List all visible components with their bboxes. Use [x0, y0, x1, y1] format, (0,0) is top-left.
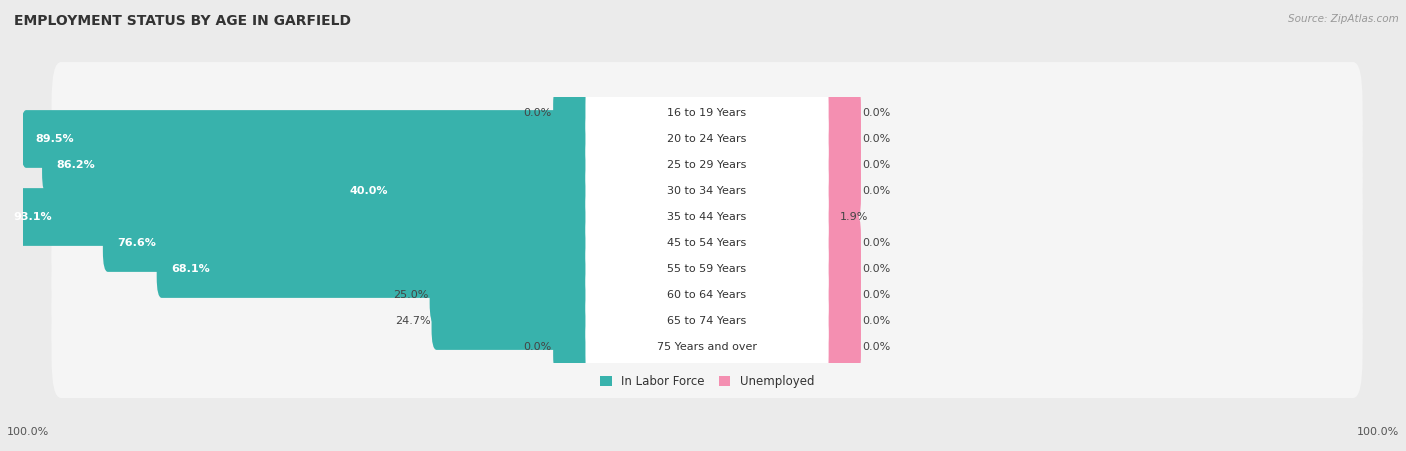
- Text: 76.6%: 76.6%: [118, 238, 156, 248]
- FancyBboxPatch shape: [585, 230, 828, 308]
- Text: 0.0%: 0.0%: [862, 316, 890, 326]
- FancyBboxPatch shape: [815, 266, 860, 324]
- FancyBboxPatch shape: [585, 203, 828, 283]
- FancyBboxPatch shape: [553, 318, 598, 376]
- FancyBboxPatch shape: [815, 318, 860, 376]
- Text: 0.0%: 0.0%: [862, 264, 890, 274]
- Text: 65 to 74 Years: 65 to 74 Years: [668, 316, 747, 326]
- FancyBboxPatch shape: [52, 88, 1362, 190]
- Text: 16 to 19 Years: 16 to 19 Years: [668, 108, 747, 118]
- FancyBboxPatch shape: [52, 166, 1362, 268]
- FancyBboxPatch shape: [585, 177, 828, 257]
- FancyBboxPatch shape: [0, 188, 598, 246]
- Text: 25 to 29 Years: 25 to 29 Years: [668, 160, 747, 170]
- FancyBboxPatch shape: [815, 110, 860, 168]
- FancyBboxPatch shape: [815, 188, 838, 246]
- Legend: In Labor Force, Unemployed: In Labor Force, Unemployed: [596, 371, 818, 391]
- FancyBboxPatch shape: [585, 281, 828, 361]
- FancyBboxPatch shape: [42, 136, 598, 194]
- Text: 100.0%: 100.0%: [1357, 428, 1399, 437]
- Text: 55 to 59 Years: 55 to 59 Years: [668, 264, 747, 274]
- FancyBboxPatch shape: [815, 162, 860, 220]
- FancyBboxPatch shape: [585, 74, 828, 152]
- FancyBboxPatch shape: [815, 214, 860, 272]
- Text: 45 to 54 Years: 45 to 54 Years: [668, 238, 747, 248]
- Text: 24.7%: 24.7%: [395, 316, 430, 326]
- FancyBboxPatch shape: [432, 292, 598, 350]
- Text: 0.0%: 0.0%: [862, 290, 890, 300]
- FancyBboxPatch shape: [52, 114, 1362, 216]
- Text: 60 to 64 Years: 60 to 64 Years: [668, 290, 747, 300]
- FancyBboxPatch shape: [335, 162, 598, 220]
- FancyBboxPatch shape: [815, 136, 860, 194]
- FancyBboxPatch shape: [52, 192, 1362, 294]
- FancyBboxPatch shape: [156, 240, 598, 298]
- Text: 93.1%: 93.1%: [13, 212, 52, 222]
- Text: Source: ZipAtlas.com: Source: ZipAtlas.com: [1288, 14, 1399, 23]
- FancyBboxPatch shape: [585, 125, 828, 205]
- FancyBboxPatch shape: [52, 218, 1362, 320]
- Text: 75 Years and over: 75 Years and over: [657, 342, 756, 352]
- Text: 35 to 44 Years: 35 to 44 Years: [668, 212, 747, 222]
- FancyBboxPatch shape: [52, 62, 1362, 164]
- FancyBboxPatch shape: [585, 308, 828, 387]
- Text: EMPLOYMENT STATUS BY AGE IN GARFIELD: EMPLOYMENT STATUS BY AGE IN GARFIELD: [14, 14, 352, 28]
- Text: 0.0%: 0.0%: [862, 134, 890, 144]
- Text: 1.9%: 1.9%: [839, 212, 868, 222]
- Text: 20 to 24 Years: 20 to 24 Years: [668, 134, 747, 144]
- Text: 0.0%: 0.0%: [523, 108, 553, 118]
- FancyBboxPatch shape: [553, 84, 598, 142]
- Text: 89.5%: 89.5%: [35, 134, 75, 144]
- FancyBboxPatch shape: [585, 152, 828, 230]
- FancyBboxPatch shape: [815, 84, 860, 142]
- FancyBboxPatch shape: [585, 255, 828, 335]
- Text: 0.0%: 0.0%: [862, 186, 890, 196]
- Text: 25.0%: 25.0%: [394, 290, 429, 300]
- Text: 0.0%: 0.0%: [862, 342, 890, 352]
- FancyBboxPatch shape: [52, 296, 1362, 398]
- Text: 0.0%: 0.0%: [523, 342, 553, 352]
- Text: 100.0%: 100.0%: [7, 428, 49, 437]
- Text: 86.2%: 86.2%: [56, 160, 96, 170]
- FancyBboxPatch shape: [430, 266, 598, 324]
- FancyBboxPatch shape: [52, 140, 1362, 242]
- Text: 68.1%: 68.1%: [172, 264, 209, 274]
- Text: 0.0%: 0.0%: [862, 160, 890, 170]
- FancyBboxPatch shape: [815, 240, 860, 298]
- Text: 40.0%: 40.0%: [349, 186, 388, 196]
- FancyBboxPatch shape: [585, 99, 828, 179]
- Text: 0.0%: 0.0%: [862, 108, 890, 118]
- FancyBboxPatch shape: [21, 110, 598, 168]
- FancyBboxPatch shape: [815, 292, 860, 350]
- Text: 0.0%: 0.0%: [862, 238, 890, 248]
- FancyBboxPatch shape: [103, 214, 598, 272]
- FancyBboxPatch shape: [52, 270, 1362, 372]
- Text: 30 to 34 Years: 30 to 34 Years: [668, 186, 747, 196]
- FancyBboxPatch shape: [52, 244, 1362, 346]
